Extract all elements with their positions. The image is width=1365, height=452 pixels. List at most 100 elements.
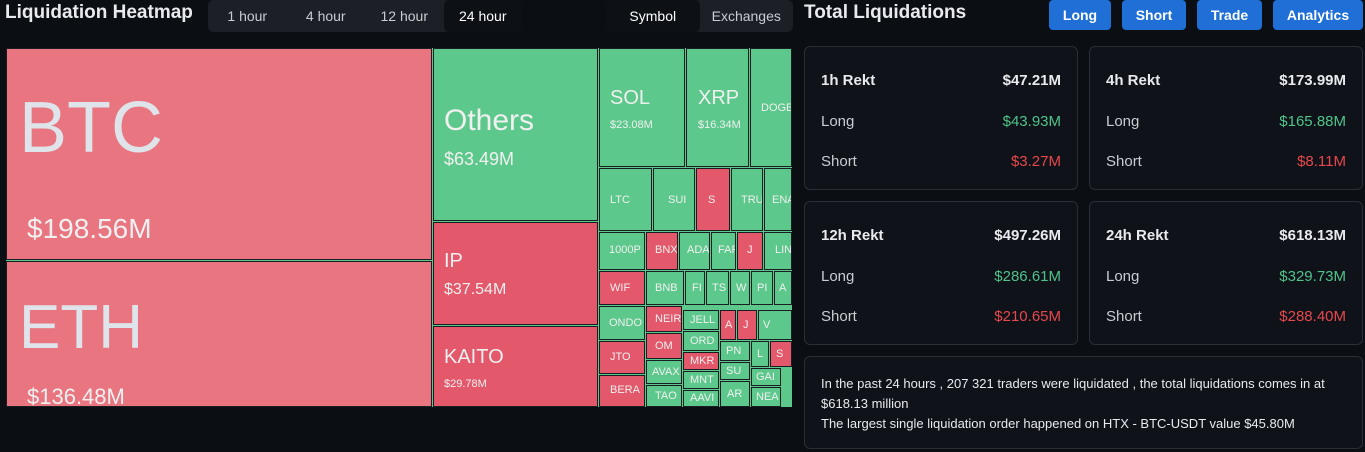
totals-title: Total Liquidations xyxy=(804,2,967,23)
heatmap-tile[interactable]: NEIR xyxy=(646,306,682,332)
heatmap-tile[interactable]: SOL $23.08M xyxy=(599,48,685,167)
heatmap-tile[interactable]: A xyxy=(720,310,736,340)
heatmap-tile[interactable]: JTO xyxy=(599,341,645,374)
heatmap-tile[interactable]: PI xyxy=(751,271,773,305)
heatmap-tile[interactable]: LIN xyxy=(764,232,792,270)
heatmap-tile[interactable]: AAVI xyxy=(683,390,719,407)
heatmap-tile[interactable]: MNT xyxy=(683,371,719,389)
tile-symbol: W xyxy=(736,282,747,294)
heatmap-tile[interactable]: ENA xyxy=(764,168,792,231)
heatmap-tile[interactable]: SUI xyxy=(653,168,695,231)
nav-button[interactable]: Long xyxy=(1049,0,1111,30)
tile-value: $198.56M xyxy=(27,213,152,244)
heatmap-tile[interactable]: ORD xyxy=(683,331,719,351)
heatmap-tile[interactable]: MKR xyxy=(683,352,719,370)
tile-symbol: OM xyxy=(655,340,673,352)
long-value: $43.93M xyxy=(1002,113,1061,130)
card-total: $497.26M xyxy=(994,227,1061,244)
heatmap-tile[interactable]: ONDO xyxy=(599,306,645,340)
tile-symbol: FI xyxy=(692,282,702,294)
tile-value: $23.08M xyxy=(610,119,653,131)
tile-symbol: TAO xyxy=(655,390,677,402)
heatmap-tile[interactable]: OM xyxy=(646,333,682,359)
heatmap-tile[interactable]: AVAX xyxy=(646,360,682,384)
heatmap-tile[interactable]: BNX xyxy=(646,232,678,270)
heatmap-tile[interactable]: S xyxy=(696,168,730,231)
tile-symbol: LIN xyxy=(775,244,792,256)
tile-symbol: AR xyxy=(727,388,743,400)
rekt-card: 12h Rekt $497.26M Long $286.61M Short $210.65… xyxy=(804,201,1078,345)
heatmap-tile[interactable]: GAI xyxy=(751,368,781,386)
nav-button[interactable]: Analytics xyxy=(1273,0,1363,30)
short-value: $3.27M xyxy=(1010,153,1061,170)
tile-symbol: PI xyxy=(757,282,768,294)
heatmap-tile[interactable]: TRU xyxy=(731,168,763,231)
short-label: Short xyxy=(1106,153,1142,170)
card-total: $618.13M xyxy=(1279,227,1346,244)
tile-symbol: ADA xyxy=(687,244,710,256)
rekt-card: 1h Rekt $47.21M Long $43.93M Short $3.27M xyxy=(804,46,1078,190)
nav-button[interactable]: Short xyxy=(1122,0,1186,30)
short-value: $288.40M xyxy=(1279,308,1346,325)
tile-symbol: Others xyxy=(444,104,535,137)
heatmap-tile[interactable]: V xyxy=(758,310,792,340)
heatmap-tile[interactable]: L xyxy=(751,341,769,367)
long-label: Long xyxy=(821,268,855,285)
heatmap-tile[interactable]: TS xyxy=(706,271,729,305)
heatmap-tile[interactable]: KAITO $29.78M xyxy=(433,326,598,407)
view-tab[interactable]: Symbol xyxy=(606,0,700,32)
heatmap-tile[interactable]: AR xyxy=(720,381,750,407)
time-tab[interactable]: 4 hour xyxy=(305,8,346,24)
tile-symbol: XRP xyxy=(698,87,740,109)
heatmap-tile[interactable]: ETH $136.48M xyxy=(6,261,432,407)
heatmap-tile[interactable]: FI xyxy=(685,271,705,305)
heatmap-tile[interactable]: W xyxy=(730,271,750,305)
tile-symbol: WIF xyxy=(610,282,631,294)
time-tabs: 1 hour 4 hour 12 hour 24 hour xyxy=(208,0,522,32)
nav-button[interactable]: Trade xyxy=(1197,0,1262,30)
tile-value: $37.54M xyxy=(444,281,507,298)
heatmap-tile[interactable]: WIF xyxy=(599,271,645,305)
short-value: $8.11M xyxy=(1297,153,1346,170)
tile-symbol: ENA xyxy=(772,194,791,206)
tile-symbol: L xyxy=(757,348,764,360)
card-total: $173.99M xyxy=(1279,72,1346,89)
heatmap-tile[interactable]: PN xyxy=(720,341,750,361)
heatmap-tile[interactable]: ADA xyxy=(679,232,710,270)
tile-symbol: J xyxy=(743,319,749,331)
heatmap-tile[interactable]: NEA xyxy=(751,387,781,407)
view-tab[interactable]: Exchanges xyxy=(711,8,781,24)
heatmap-tile[interactable]: S xyxy=(770,341,792,367)
heatmap-tile[interactable]: LTC xyxy=(599,168,652,231)
tile-symbol: IP xyxy=(444,250,463,272)
heatmap-tile[interactable]: J xyxy=(737,310,757,340)
tile-symbol: PN xyxy=(726,345,742,357)
tile-value: $16.34M xyxy=(698,119,741,131)
heatmap-tile[interactable]: FAR xyxy=(711,232,736,270)
summary-line: The largest single liquidation order hap… xyxy=(821,416,1295,431)
heatmap-tile[interactable]: J xyxy=(737,232,763,270)
heatmap-tile[interactable]: A xyxy=(774,271,792,305)
tile-symbol: SU xyxy=(726,365,742,377)
heatmap-tile[interactable]: XRP $16.34M xyxy=(686,48,749,167)
tile-symbol: JELL xyxy=(690,314,716,326)
time-tab[interactable]: 12 hour xyxy=(380,8,428,24)
heatmap-tile[interactable]: BTC $198.56M xyxy=(6,48,432,260)
long-label: Long xyxy=(1106,268,1140,285)
heatmap-tile[interactable]: TAO xyxy=(646,385,682,407)
heatmap-tile[interactable]: DOGE xyxy=(750,48,792,167)
heatmap-tile[interactable]: BERA xyxy=(599,375,645,407)
heatmap-tile[interactable]: JELL xyxy=(683,310,719,330)
tile-symbol: SOL xyxy=(610,87,651,109)
heatmap-tile[interactable]: 1000P xyxy=(599,232,645,270)
long-label: Long xyxy=(1106,113,1140,130)
tile-symbol: LTC xyxy=(610,194,630,206)
heatmap-tile[interactable]: Others $63.49M xyxy=(433,48,598,221)
heatmap-tile[interactable]: SU xyxy=(720,362,750,380)
heatmap-tile[interactable]: IP $37.54M xyxy=(433,222,598,325)
time-tab[interactable]: 1 hour xyxy=(227,8,268,24)
heatmap-tile[interactable]: BNB xyxy=(646,271,684,305)
tile-symbol: BNB xyxy=(655,282,678,294)
view-tabs: Symbol Exchanges xyxy=(606,0,793,32)
time-tab[interactable]: 24 hour xyxy=(443,0,522,32)
